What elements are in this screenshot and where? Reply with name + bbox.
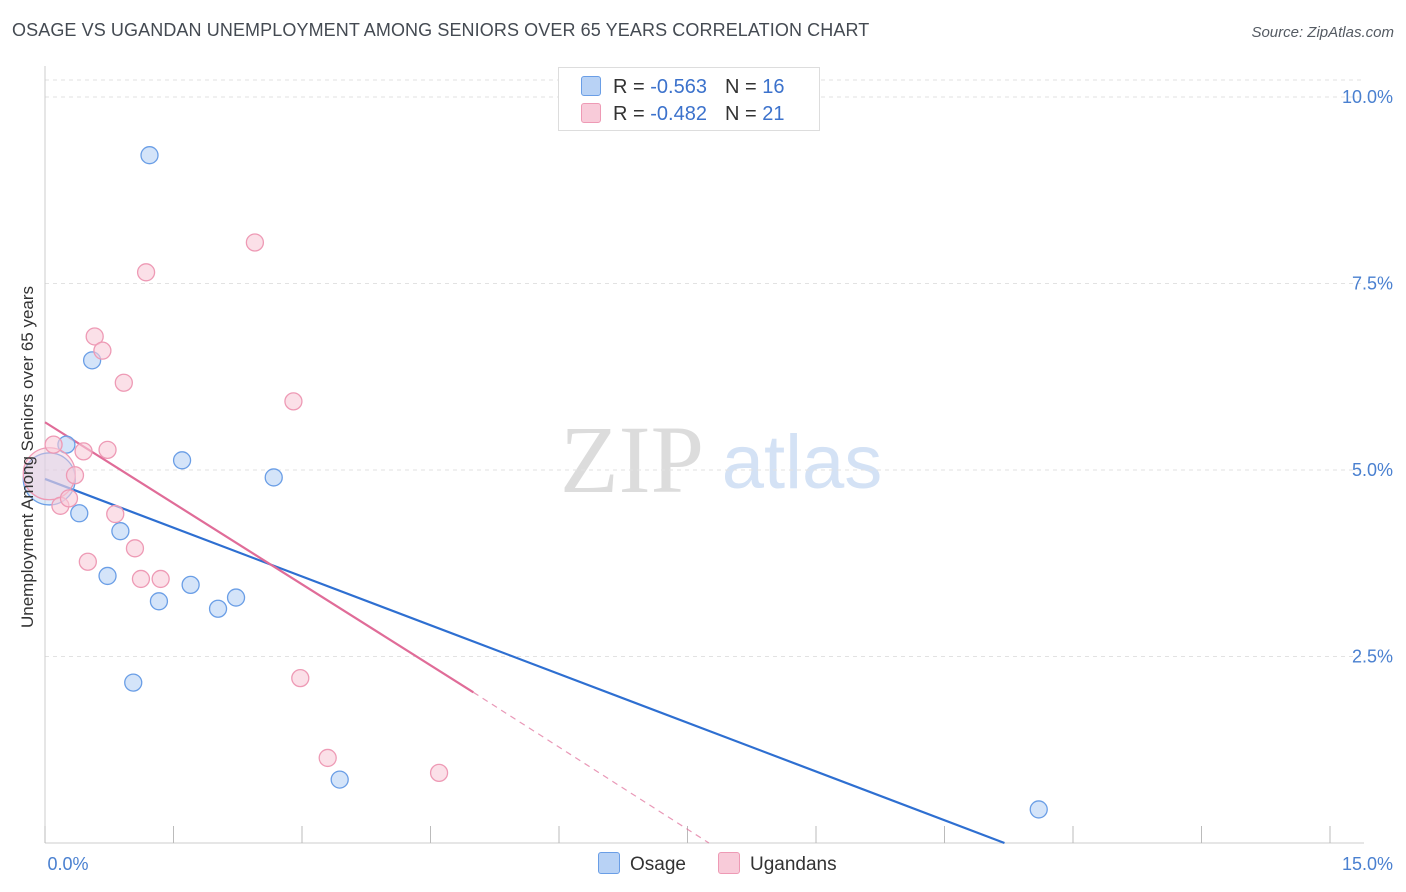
osage-trend-line <box>44 477 1005 845</box>
ugandans-point <box>78 552 97 571</box>
osage-r-value: -0.563 <box>650 76 707 98</box>
x-tick-label: 0.0% <box>47 854 88 874</box>
ugandans-point <box>114 373 133 392</box>
ugandans-point <box>85 327 104 346</box>
osage-legend-swatch-icon <box>598 852 620 874</box>
ugandans-r-value: -0.482 <box>650 103 707 125</box>
osage-point <box>149 592 169 611</box>
ugandans-point <box>245 233 265 252</box>
ugandans-point <box>151 569 170 589</box>
ugandans-n-value: 21 <box>762 103 785 125</box>
osage-point <box>172 451 192 470</box>
osage-point <box>1029 800 1048 819</box>
ugandans-point <box>44 435 63 454</box>
y-tick-label: 10.0% <box>1342 87 1393 107</box>
osage-point <box>124 673 143 692</box>
bottom-legend-ugandans: Ugandans <box>718 852 837 876</box>
ugandans-point <box>59 489 79 508</box>
bottom-legend-osage: Osage <box>598 852 686 876</box>
chart-title: OSAGE VS UGANDAN UNEMPLOYMENT AMONG SENI… <box>12 20 870 40</box>
watermark-zip: ZIP <box>560 406 704 513</box>
osage-point <box>226 588 246 607</box>
chart-source: Source: ZipAtlas.com <box>1251 24 1394 41</box>
ugandans-legend-swatch-icon <box>718 852 740 874</box>
ugandans-point <box>93 341 112 360</box>
ugandans-point <box>136 263 156 282</box>
ugandans-trend-extension <box>473 691 710 844</box>
ugandans-point <box>131 569 151 589</box>
osage-n-value: 16 <box>762 76 785 98</box>
ugandans-point <box>318 748 337 768</box>
osage-swatch-icon <box>581 76 601 96</box>
legend-row-osage: R = -0.563 N = 16 <box>581 76 784 99</box>
ugandans-point <box>429 763 449 783</box>
ugandans-trend-line <box>44 421 474 694</box>
osage-point <box>140 146 159 165</box>
y-tick-label: 2.5% <box>1352 647 1393 667</box>
osage-point <box>111 522 130 541</box>
ugandans-point <box>284 392 303 411</box>
y-tick-label: 7.5% <box>1352 274 1393 294</box>
ugandans-point <box>74 442 93 461</box>
osage-point <box>264 468 283 487</box>
osage-point <box>181 575 200 595</box>
ugandans-point <box>98 440 117 460</box>
watermark-atlas: atlas <box>722 420 883 505</box>
osage-point <box>208 599 228 618</box>
ugandans-point <box>125 539 145 558</box>
osage-point <box>70 504 89 523</box>
legend-row-ugandans: R = -0.482 N = 21 <box>581 103 784 126</box>
osage-point <box>330 770 349 789</box>
y-axis-label: Unemployment Among Seniors over 65 years <box>18 286 37 628</box>
osage-point <box>98 566 117 586</box>
ugandans-point <box>291 668 310 688</box>
ugandans-swatch-icon <box>581 103 601 123</box>
x-tick-label: 15.0% <box>1342 854 1393 874</box>
correlation-legend: R = -0.563 N = 16 R = -0.482 N = 21 <box>558 67 820 131</box>
y-tick-label: 5.0% <box>1352 460 1393 480</box>
ugandans-point <box>65 466 85 485</box>
ugandans-point <box>106 504 125 524</box>
